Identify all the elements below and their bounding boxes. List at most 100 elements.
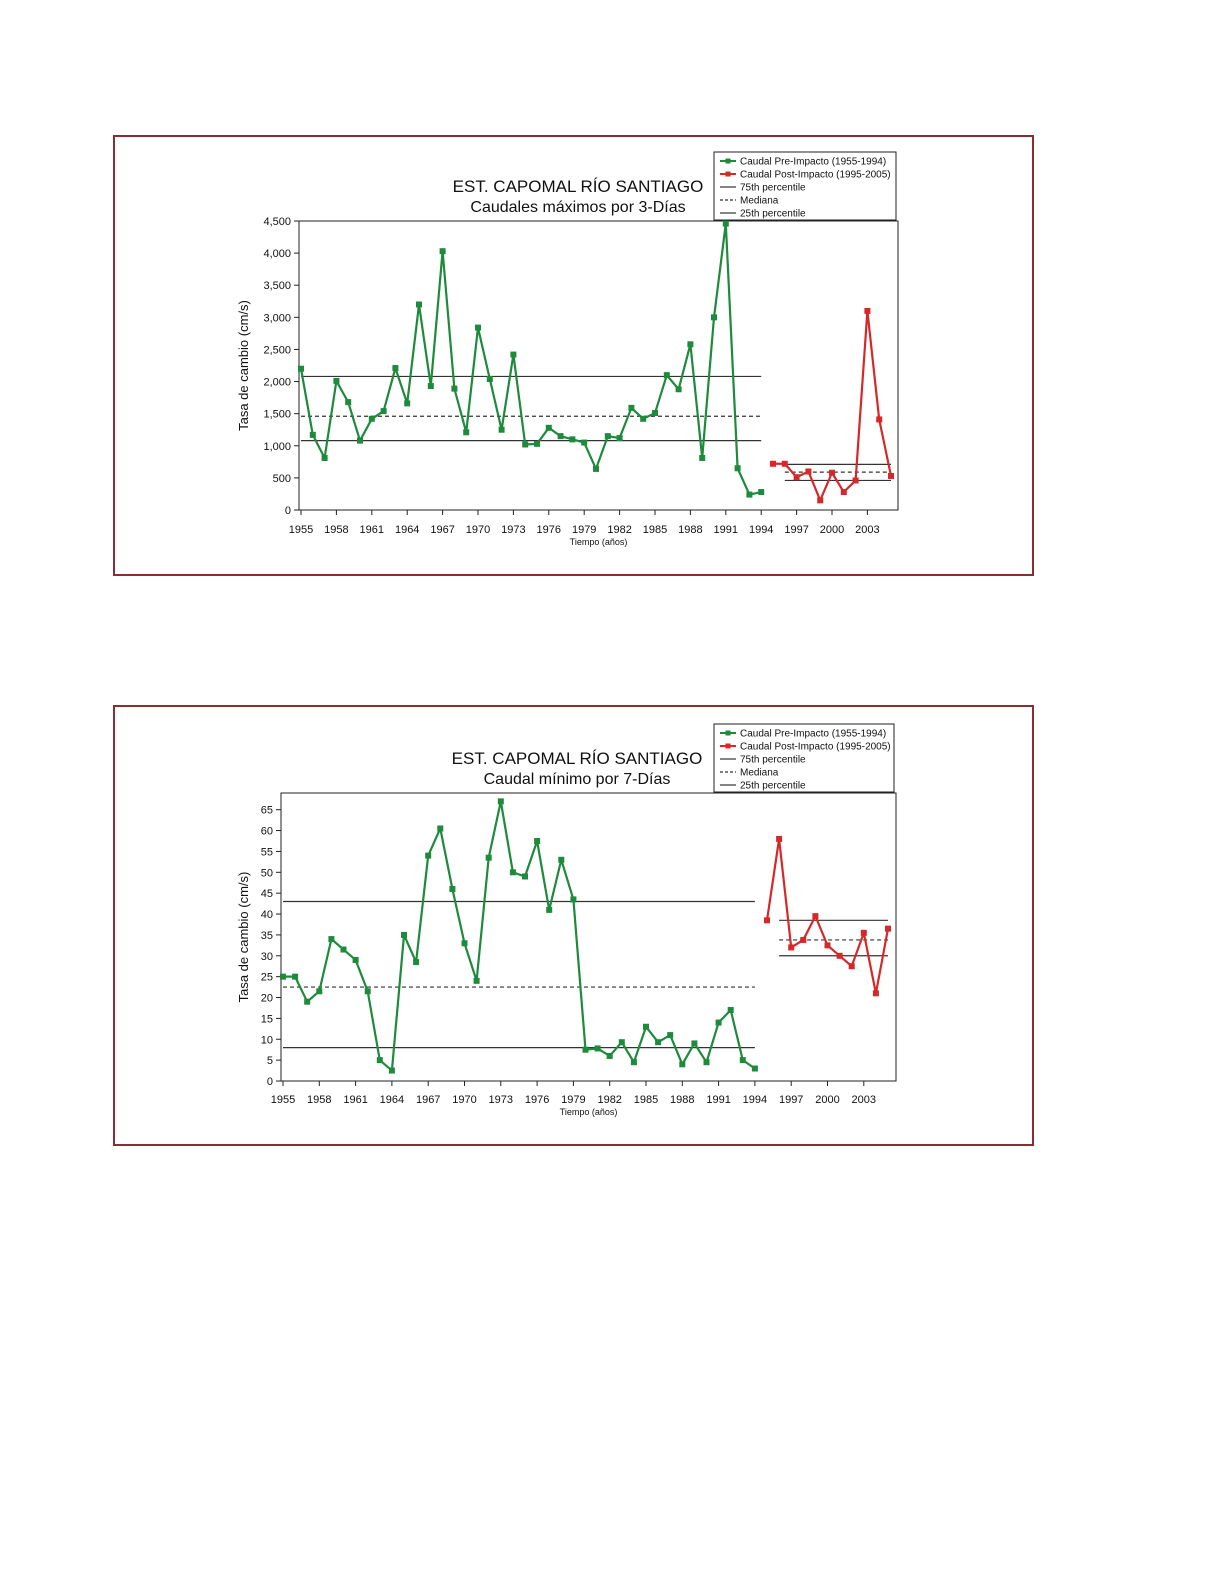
data-point-pre — [711, 314, 717, 321]
data-point-pre — [475, 324, 481, 331]
data-point-pre — [570, 896, 577, 903]
data-point-pre — [364, 988, 371, 995]
data-point-pre — [357, 437, 363, 444]
legend-label: Caudal Pre-Impacto (1955-1994) — [740, 157, 886, 168]
y-tick-label: 1,000 — [263, 441, 291, 453]
data-point-post — [812, 913, 819, 920]
chart-max-3day: EST. CAPOMAL RÍO SANTIAGO Caudales máximo… — [236, 151, 899, 547]
data-point-post — [800, 936, 807, 943]
data-point-post — [840, 489, 847, 496]
legend-box — [713, 151, 897, 221]
data-point-pre — [401, 931, 407, 938]
x-tick-label: 1961 — [360, 524, 384, 536]
legend-label: 75th percentile — [740, 183, 806, 194]
y-axis-label: Tasa de cambio (cm/s) — [236, 872, 251, 1003]
x-tick-label: 2003 — [852, 1094, 876, 1106]
data-point-pre — [449, 886, 456, 892]
data-point-pre — [292, 973, 299, 980]
data-point-pre — [437, 825, 444, 832]
data-point-pre — [522, 873, 528, 880]
data-point-pre — [546, 906, 553, 913]
chart-frame-max-3day: EST. CAPOMAL RÍO SANTIAGO Caudales máximo… — [113, 135, 1034, 576]
x-axis-label: Tiempo (años) — [560, 1107, 618, 1117]
x-tick-label: 1961 — [343, 1094, 367, 1106]
x-tick-label: 1994 — [743, 1094, 767, 1106]
y-tick-label: 50 — [261, 867, 273, 879]
data-point-pre — [679, 1061, 686, 1068]
chart-min-7day: EST. CAPOMAL RÍO SANTIAGO Caudal mínimo p… — [236, 723, 897, 1117]
data-point-pre — [545, 424, 552, 431]
data-point-pre — [333, 377, 340, 384]
data-point-pre — [485, 854, 492, 861]
legend-label: Mediana — [740, 768, 779, 779]
x-tick-label: 1970 — [452, 1094, 476, 1106]
x-tick-label: 1967 — [416, 1094, 440, 1106]
y-tick-label: 2,500 — [263, 344, 291, 356]
legend-swatch-marker — [725, 730, 731, 736]
data-point-post — [805, 468, 812, 475]
data-point-pre — [667, 1032, 674, 1039]
series-line-post — [765, 837, 890, 995]
data-point-pre — [652, 410, 658, 417]
data-point-pre — [630, 1059, 637, 1066]
data-point-pre — [703, 1059, 710, 1066]
data-point-post — [848, 963, 855, 970]
data-point-pre — [497, 798, 504, 805]
data-point-post — [824, 942, 831, 949]
y-tick-label: 10 — [261, 1034, 273, 1046]
legend-swatch-marker — [725, 171, 731, 177]
chart-title: EST. CAPOMAL RÍO SANTIAGO — [452, 749, 703, 768]
data-point-pre — [751, 1065, 758, 1072]
data-point-pre — [616, 435, 623, 442]
data-point-pre — [461, 940, 468, 947]
x-tick-label: 1979 — [561, 1094, 585, 1106]
data-point-pre — [451, 385, 458, 392]
data-point-pre — [727, 1007, 734, 1014]
x-tick-label: 2000 — [815, 1094, 839, 1106]
y-tick-label: 3,500 — [263, 280, 291, 292]
x-tick-label: 1982 — [607, 524, 631, 536]
y-axis-label: Tasa de cambio (cm/s) — [236, 300, 251, 431]
data-point-pre — [439, 248, 446, 255]
x-tick-label: 1958 — [307, 1094, 331, 1106]
data-point-pre — [675, 386, 682, 393]
data-point-pre — [557, 433, 564, 440]
data-point-post — [770, 460, 776, 467]
data-point-pre — [510, 351, 517, 358]
data-point-pre — [640, 415, 647, 422]
legend-swatch-marker — [725, 158, 731, 164]
x-tick-label: 1982 — [597, 1094, 621, 1106]
y-tick-label: 60 — [261, 826, 273, 838]
legend-label: Caudal Post-Impacto (1995-2005) — [740, 742, 891, 753]
data-point-pre — [345, 399, 352, 406]
data-point-pre — [691, 1040, 698, 1047]
y-tick-label: 1,500 — [263, 409, 291, 421]
data-point-post — [888, 472, 894, 479]
data-point-pre — [606, 1052, 613, 1059]
data-point-post — [793, 474, 800, 481]
data-point-pre — [404, 400, 411, 407]
data-point-pre — [734, 465, 741, 472]
y-tick-label: 0 — [285, 505, 291, 517]
chart-title: EST. CAPOMAL RÍO SANTIAGO — [453, 177, 704, 196]
x-tick-label: 1976 — [525, 1094, 549, 1106]
data-point-post — [776, 835, 783, 842]
plot-area — [298, 220, 899, 511]
y-tick-label: 4,500 — [263, 216, 291, 228]
legend-label: Caudal Post-Impacto (1995-2005) — [740, 170, 891, 181]
data-point-pre — [328, 936, 335, 943]
data-point-pre — [380, 408, 387, 415]
x-tick-label: 1964 — [380, 1094, 404, 1106]
y-tick-label: 30 — [261, 951, 273, 963]
data-point-pre — [746, 491, 753, 498]
chart-subtitle: Caudal mínimo por 7-Días — [484, 771, 671, 788]
y-tick-label: 15 — [261, 1013, 273, 1025]
data-point-pre — [699, 454, 706, 461]
x-tick-label: 1991 — [706, 1094, 730, 1106]
data-point-pre — [593, 465, 599, 472]
data-point-post — [872, 990, 879, 997]
x-axis-label: Tiempo (años) — [570, 537, 628, 547]
x-tick-label: 1964 — [395, 524, 419, 536]
data-point-pre — [416, 301, 422, 308]
x-tick-label: 1967 — [430, 524, 454, 536]
